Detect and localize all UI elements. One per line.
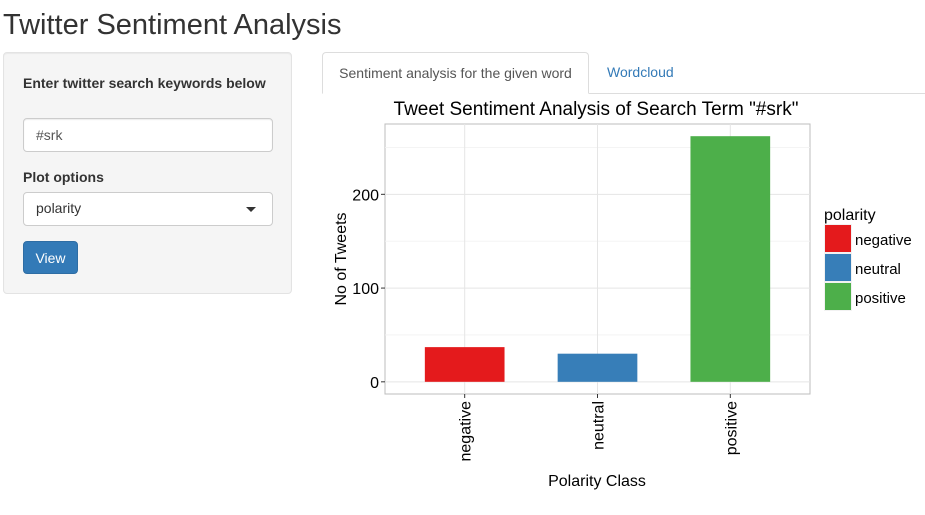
x-axis-label: Polarity Class	[548, 473, 646, 490]
view-button[interactable]: View	[23, 241, 78, 274]
x-tick-label: negative	[458, 401, 475, 462]
app-title: Twitter Sentiment Analysis	[3, 9, 342, 41]
x-tick-label: positive	[723, 401, 740, 455]
search-input[interactable]	[23, 118, 273, 152]
y-axis-label: No of Tweets	[333, 212, 350, 305]
bar-positive	[690, 136, 771, 382]
legend-label-neutral: neutral	[855, 261, 901, 278]
plot-options-selected-value: polarity	[36, 200, 82, 216]
y-tick-label: 0	[370, 375, 379, 392]
bar-negative	[424, 347, 505, 382]
y-tick-label: 100	[352, 281, 379, 298]
x-tick-label: neutral	[591, 401, 608, 450]
bar-neutral	[557, 353, 638, 382]
legend-title: polarity	[824, 207, 876, 224]
legend-swatch-positive	[825, 283, 851, 310]
tab-sentiment-analysis[interactable]: Sentiment analysis for the given word	[322, 52, 589, 94]
legend-label-positive: positive	[855, 290, 906, 307]
plot-options-select[interactable]: polarity	[23, 192, 273, 226]
chart-title: Tweet Sentiment Analysis of Search Term …	[394, 99, 799, 120]
caret-down-icon	[246, 207, 256, 212]
sidebar-panel: Enter twitter search keywords below Plot…	[3, 52, 292, 294]
legend-swatch-neutral	[825, 254, 851, 281]
legend-swatch-negative	[825, 225, 851, 252]
legend-label-negative: negative	[855, 232, 912, 249]
tab-bar: Sentiment analysis for the given word Wo…	[322, 52, 925, 94]
tab-wordcloud[interactable]: Wordcloud	[607, 64, 674, 80]
y-tick-label: 200	[352, 187, 379, 204]
plot-options-label: Plot options	[23, 169, 104, 185]
search-keywords-label: Enter twitter search keywords below	[23, 75, 266, 91]
